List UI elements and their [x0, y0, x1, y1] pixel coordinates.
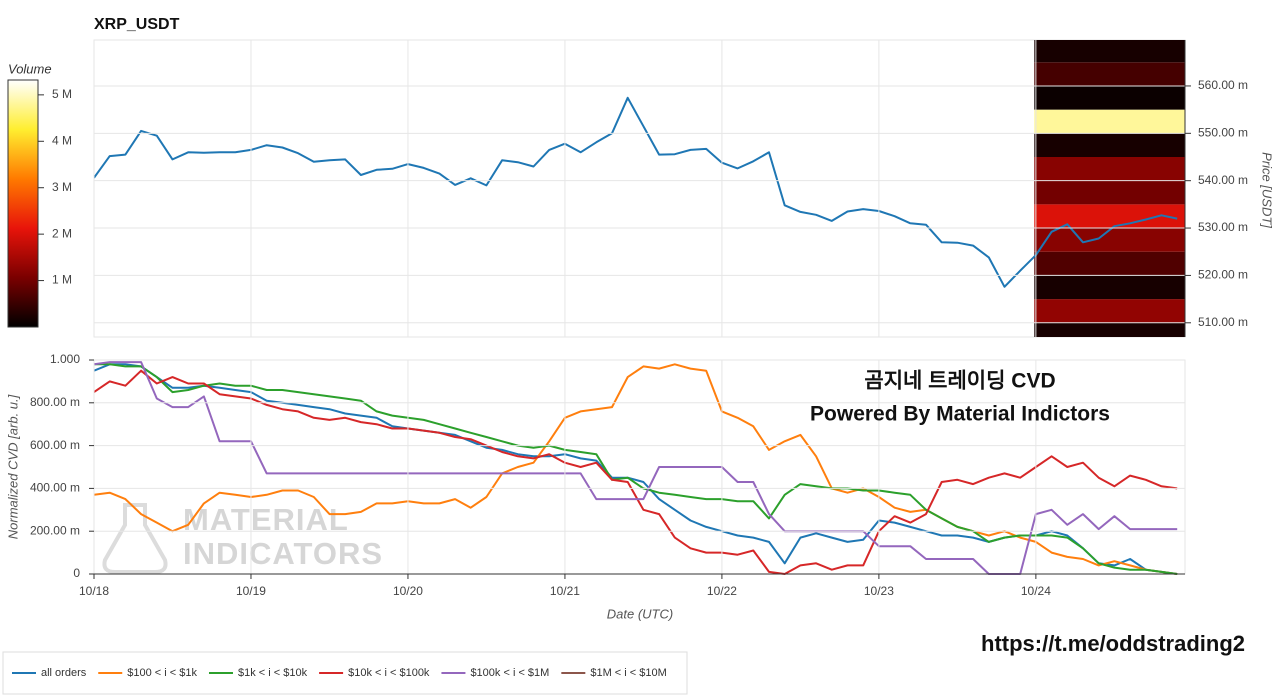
heat-cell	[1034, 85, 1185, 110]
heat-cell	[1034, 40, 1185, 63]
x-tick-label: 10/19	[236, 584, 266, 598]
y-tick-label: 0	[73, 566, 80, 580]
annotation: Powered By Material Indictors	[810, 403, 1110, 426]
heat-cell	[1034, 299, 1185, 323]
legend-label: $10k < i < $100k	[348, 667, 430, 679]
y-tick-label: 800.00 m	[30, 395, 80, 409]
colorbar-title: Volume	[8, 61, 52, 76]
legend-label: $1M < i < $10M	[590, 667, 666, 679]
x-tick-label: 10/18	[79, 584, 109, 598]
heat-cell	[1034, 62, 1185, 86]
y-tick-label: 530.00 m	[1198, 220, 1248, 234]
heat-cell	[1034, 275, 1185, 300]
legend-label: $1k < i < $10k	[238, 667, 308, 679]
x-tick-label: 10/23	[864, 584, 894, 598]
x-axis-label: Date (UTC)	[607, 606, 673, 621]
annotation: 곰지네 트레이딩 CVD	[864, 370, 1055, 393]
legend-label: $100k < i < $1M	[470, 667, 549, 679]
y-tick-label: 520.00 m	[1198, 268, 1248, 282]
x-tick-label: 10/21	[550, 584, 580, 598]
colorbar-tick-label: 4 M	[52, 133, 72, 147]
x-tick-label: 10/24	[1021, 584, 1051, 598]
y-tick-label: 200.00 m	[30, 523, 80, 537]
heat-cell	[1034, 133, 1185, 157]
heat-cell	[1034, 180, 1185, 205]
colorbar	[7, 79, 39, 328]
data-line	[94, 96, 1178, 288]
chart-title: XRP_USDT	[94, 16, 180, 33]
colorbar-tick-label: 3 M	[52, 180, 72, 194]
watermark-icon	[102, 503, 168, 574]
plot-layer	[94, 40, 1185, 337]
plot-area	[93, 39, 1186, 338]
y-tick-label: 540.00 m	[1198, 173, 1248, 187]
data-line	[94, 363, 1178, 575]
heat-cell	[1034, 157, 1185, 181]
legend-label: $100 < i < $1k	[127, 667, 197, 679]
heat-cell	[1034, 204, 1185, 229]
layers: MATERIAL INDICATORS	[93, 40, 1185, 575]
colorbar-tick-label: 5 M	[52, 87, 72, 101]
y-tick-label: 510.00 m	[1198, 315, 1248, 329]
data-line	[94, 369, 1178, 575]
y-tick-label: 560.00 m	[1198, 78, 1248, 92]
y-tick-label: 600.00 m	[30, 438, 80, 452]
colorbar-tick-label: 2 M	[52, 226, 72, 240]
heat-cell	[1034, 251, 1185, 276]
data-line	[94, 363, 1178, 575]
y-tick-label: 550.00 m	[1198, 125, 1248, 139]
y-tick-label: 1.000	[50, 352, 80, 366]
heat-cell	[1034, 228, 1185, 252]
heat-cell	[1034, 322, 1185, 337]
watermark-text: INDICATORS	[183, 536, 383, 571]
colorbar-tick-label: 1 M	[52, 273, 72, 287]
y-axis-label: Price [USDT]	[1260, 152, 1275, 228]
y-axis-label: Normalized CVD [arb. u.]	[5, 394, 20, 539]
link-text: https://t.me/oddstrading2	[981, 631, 1245, 656]
y-tick-label: 400.00 m	[30, 481, 80, 495]
legend-label: all orders	[41, 667, 87, 679]
heat-cell	[1034, 109, 1185, 134]
x-tick-label: 10/22	[707, 584, 737, 598]
x-tick-label: 10/20	[393, 584, 423, 598]
